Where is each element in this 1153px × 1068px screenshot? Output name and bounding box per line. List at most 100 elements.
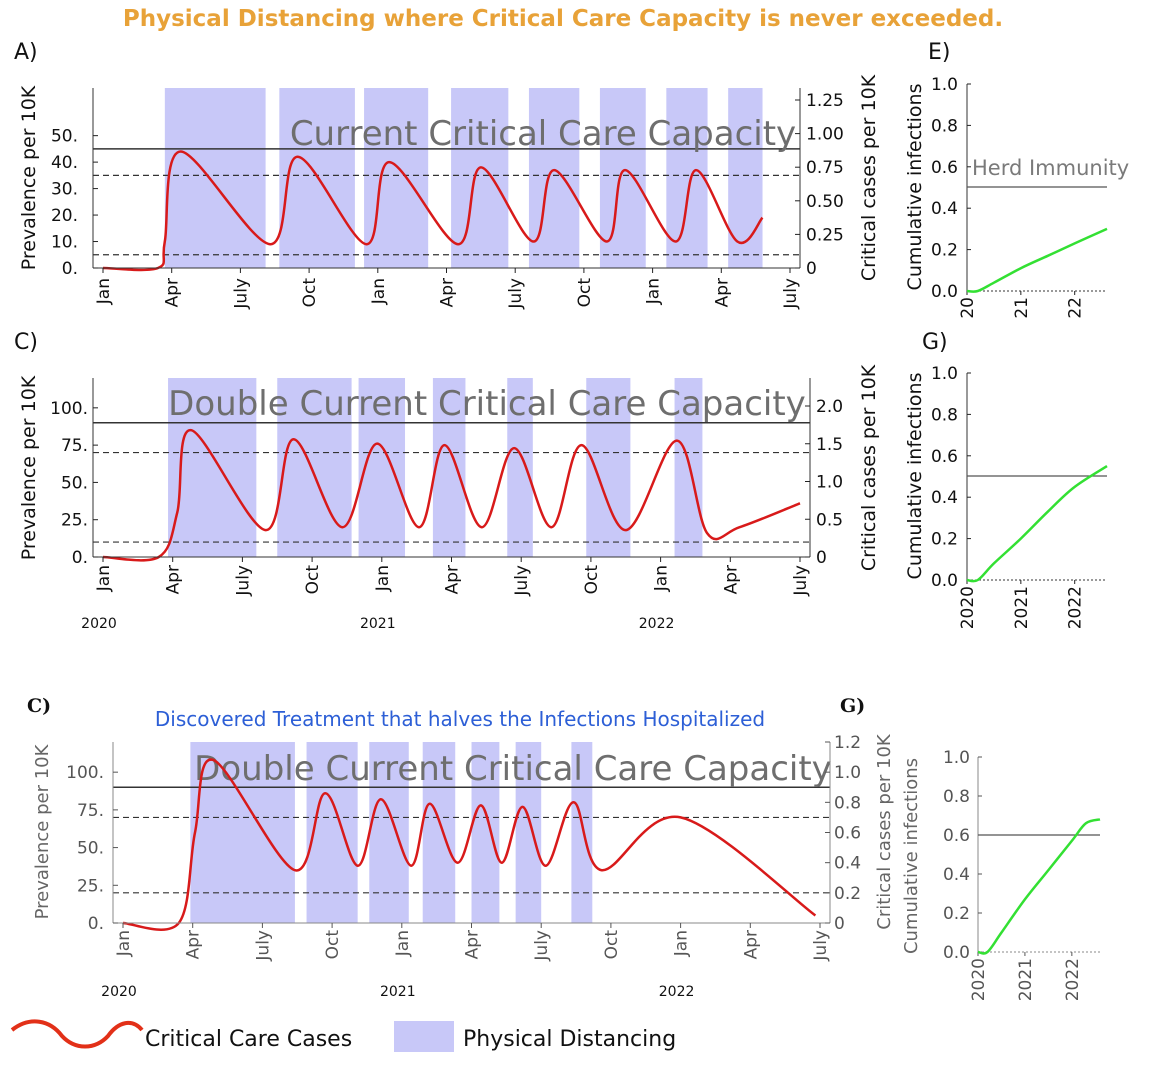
year-label: 2020	[81, 616, 117, 632]
panel-c-top-year-labels: 2020 2021 2022	[81, 616, 674, 632]
y-tick-label: 0.0	[943, 943, 970, 963]
x-tick-label: July	[512, 565, 532, 597]
y2-tick-label: 0.5	[816, 510, 843, 530]
x-tick-label: 2021	[1012, 586, 1032, 629]
x-tick-label: Jan	[644, 278, 664, 305]
x-tick-label: Oct	[300, 278, 320, 308]
x-tick-label: Oct	[582, 565, 602, 595]
distancing-band	[364, 88, 429, 268]
x-tick-label: 2022	[1063, 958, 1083, 1001]
legend-critical-swatch	[10, 1019, 144, 1049]
x-tick-label: Apr	[164, 565, 184, 594]
panel-e-x-ticks: 20 21 22	[958, 291, 1086, 319]
y-tick-label: 0.0	[931, 571, 958, 591]
x-tick-label: Apr	[438, 278, 458, 307]
y-tick-label: 75.	[61, 436, 88, 456]
panel-c-bottom-year-labels: 2020 2021 2022	[101, 984, 694, 1000]
y-tick-label: 100.	[66, 763, 104, 783]
distancing-band	[432, 378, 466, 557]
panel-a-y2label: Critical cases per 10K	[858, 74, 880, 281]
distancing-band	[451, 88, 509, 268]
y2-tick-label: 2.0	[816, 397, 843, 417]
y-tick-label: 50.	[61, 473, 88, 493]
x-tick-label: Apr	[184, 930, 204, 959]
y2-tick-label: 1.00	[806, 125, 844, 145]
panel-c-bottom-ylabel: Prevalence per 10K	[32, 743, 53, 919]
y-tick-label: 50.	[77, 839, 104, 859]
x-tick-label: Jan	[672, 930, 692, 957]
x-tick-label: 21	[1012, 297, 1032, 319]
y2-tick-label: 0.4	[834, 854, 861, 874]
panel-c-top-y-ticks: 0. 25. 50. 75. 100.	[50, 399, 98, 568]
x-tick-label: Apr	[712, 278, 732, 307]
distancing-band	[666, 88, 708, 268]
panel-a-y2-ticks: 0 0.25 0.50 0.75 1.00 1.25	[795, 91, 844, 279]
y2-tick-label: 1.2	[834, 733, 861, 753]
y-tick-label: 0.8	[931, 116, 958, 136]
panel-c-top-capacity-label: Double Current Critical Care Capacity	[168, 384, 806, 424]
y2-tick-label: 0.75	[806, 158, 844, 178]
x-tick-label: Oct	[602, 930, 622, 960]
y-tick-label: 0.8	[943, 787, 970, 807]
panel-c-bottom-reference-lines	[113, 786, 830, 894]
panel-c-bottom-critical-curve	[122, 758, 817, 931]
distancing-band	[599, 88, 646, 268]
y-tick-label: 25.	[61, 511, 88, 531]
panel-g-top-ylabel: Cumulative infections	[904, 373, 926, 580]
panel-a-reference-lines	[93, 148, 800, 256]
y-tick-label: 0.4	[943, 865, 970, 885]
panel-c-bottom-subtitle: Discovered Treatment that halves the Inf…	[155, 707, 765, 731]
panel-c-bottom-x-ticks: Jan Apr July Oct Jan Apr July Oct Jan Apr July	[114, 923, 831, 962]
year-label: 2022	[659, 984, 695, 1000]
panel-e-y-ticks: 0.0 0.2 0.4 0.6 0.8 1.0	[931, 75, 971, 302]
x-tick-label: Apr	[463, 930, 483, 959]
x-tick-label: Jan	[94, 565, 114, 592]
y-tick-label: 0.0	[931, 282, 958, 302]
x-tick-label: 2020	[958, 586, 978, 629]
y-tick-label: 0.6	[931, 158, 958, 178]
legend: Critical Care Cases Physical Distancing	[10, 1019, 676, 1052]
panel-a-x-ticks: Jan Apr July Oct Jan Apr July Oct Jan Apr July	[94, 268, 801, 310]
y-tick-label: 100.	[50, 399, 88, 419]
panel-c-bottom-y-ticks: 0. 25. 50. 75. 100.	[66, 763, 118, 934]
panel-c-top-ylabel: Prevalence per 10K	[18, 375, 40, 560]
x-tick-label: Jan	[114, 930, 134, 957]
x-tick-label: Jan	[94, 278, 114, 305]
panel-g-bottom-letter: G)	[840, 695, 865, 717]
panel-c-top: C) Double Current Critical Care Capacity…	[14, 330, 880, 632]
x-tick-label: Jan	[652, 565, 672, 592]
panel-c-top-letter: C)	[14, 330, 38, 355]
y2-tick-label: 0	[816, 548, 827, 568]
panel-g-top: G) 0.0 0.2 0.4 0.6 0.8 1.0 2020 2021 2022 Cumul…	[904, 330, 1108, 629]
panel-g-bottom-cumulative-curve	[977, 818, 1101, 955]
x-tick-label: 2020	[969, 958, 989, 1001]
panel-g-top-cumulative-curve	[966, 465, 1108, 583]
y2-tick-label: 1.0	[816, 473, 843, 493]
legend-distancing-swatch	[394, 1021, 454, 1052]
panel-a: A) Current Critical Care Capacity 0. 10. 2…	[14, 40, 880, 310]
y-tick-label: 0.8	[931, 405, 958, 425]
x-tick-label: Oct	[575, 278, 595, 308]
year-label: 2021	[360, 616, 396, 632]
y-tick-label: 0.4	[931, 199, 958, 219]
y2-tick-label: 0	[806, 259, 817, 279]
x-tick-label: Jan	[393, 930, 413, 957]
panel-a-letter: A)	[14, 40, 38, 65]
y2-tick-label: 0.50	[806, 192, 844, 212]
panel-a-capacity-label: Current Critical Care Capacity	[290, 114, 796, 154]
panel-a-ylabel: Prevalence per 10K	[18, 85, 40, 270]
panel-g-bottom-y2label: Critical cases per 10K	[874, 733, 895, 930]
x-tick-label: Oct	[323, 930, 343, 960]
panel-c-bottom-y2-ticks: 0 0.2 0.4 0.6 0.8 1.0 1.2	[825, 733, 861, 934]
y2-tick-label: 0.2	[834, 884, 861, 904]
y2-tick-label: 0	[834, 914, 845, 934]
y-tick-label: 0.	[62, 259, 78, 279]
distancing-band	[168, 378, 257, 557]
panel-c-top-y2-ticks: 0 0.5 1.0 1.5 2.0	[805, 397, 843, 568]
panel-a-critical-curve	[102, 150, 764, 272]
distancing-band	[164, 88, 266, 268]
panel-c-bottom: C) Discovered Treatment that halves the …	[27, 695, 861, 1000]
y-tick-label: 0.2	[931, 530, 958, 550]
panel-c-bottom-capacity-label: Double Current Critical Care Capacity	[194, 749, 832, 789]
